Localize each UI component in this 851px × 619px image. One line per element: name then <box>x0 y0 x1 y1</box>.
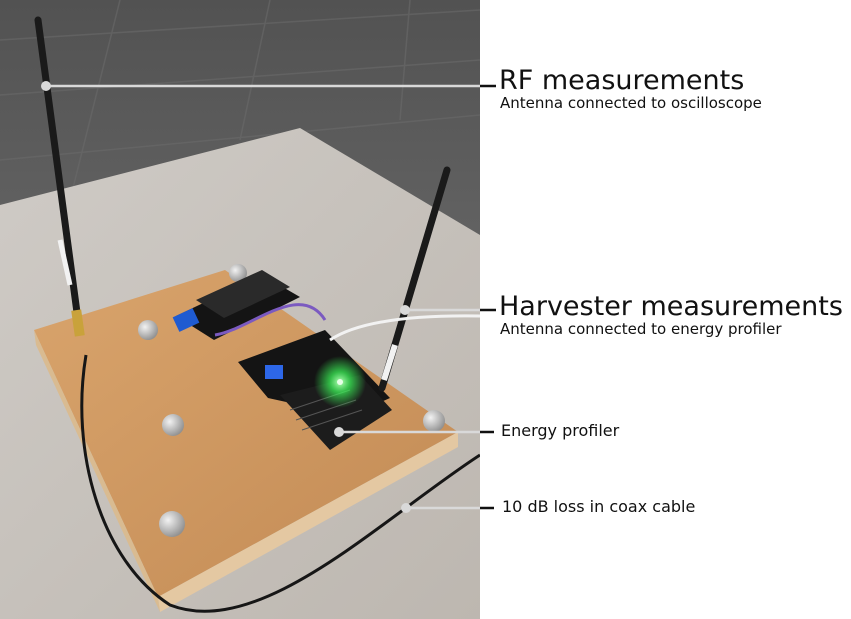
floor-tile-lines <box>0 0 480 201</box>
harvester-measurements-title: Harvester measurements <box>499 291 843 322</box>
energy-profiler-label: Energy profiler <box>501 421 620 440</box>
marker-balls <box>138 264 445 537</box>
profiler-leader <box>334 427 494 437</box>
right-antenna <box>329 166 480 392</box>
marker-ball <box>229 264 247 282</box>
battery-holder <box>172 270 327 340</box>
cable-leader <box>401 503 494 513</box>
rf-leader <box>41 81 496 91</box>
marker-ball <box>423 410 445 432</box>
photo <box>0 0 480 619</box>
marker-ball <box>138 320 158 340</box>
harvester-leader <box>400 305 496 315</box>
plywood-board <box>34 270 458 597</box>
plywood-board-edge <box>158 432 458 612</box>
marker-ball <box>159 511 185 537</box>
coax-cable-loss-label: 10 dB loss in coax cable <box>502 497 696 516</box>
harvester-measurements-subtitle: Antenna connected to energy profiler <box>500 320 782 338</box>
marker-ball <box>162 414 184 436</box>
plywood-board-side <box>34 330 160 612</box>
energy-profiler-board <box>238 330 392 450</box>
coax-cable <box>80 354 480 613</box>
rf-measurements-title: RF measurements <box>499 65 745 96</box>
rf-measurements-subtitle: Antenna connected to oscilloscope <box>500 94 762 112</box>
left-antenna <box>34 16 85 337</box>
